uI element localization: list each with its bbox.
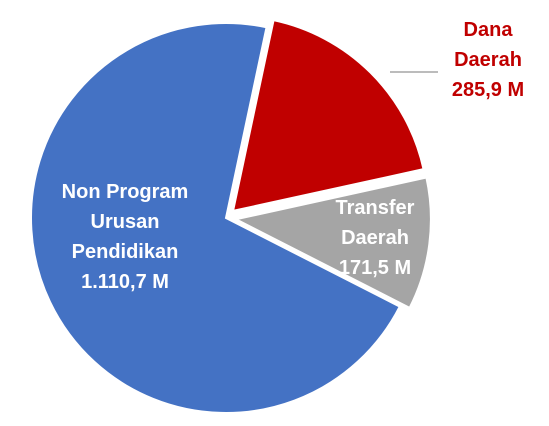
pie-slice — [231, 18, 425, 213]
category-label: Dana Daerah — [454, 19, 522, 71]
category-label: Transfer Daerah — [335, 197, 415, 249]
pie-slice — [232, 176, 432, 310]
category-label: Non Program Urusan Pendidikan — [61, 181, 189, 263]
slice-label: Non Program Urusan Pendidikan 1.110,7 M — [40, 177, 210, 297]
value-label: 171,5 M — [338, 257, 412, 279]
value-label: 285,9 M — [451, 79, 525, 101]
slice-label: Transfer Daerah 171,5 M — [320, 193, 430, 283]
slice-label: Dana Daerah 285,9 M — [438, 15, 538, 105]
value-label: 1.110,7 M — [81, 271, 169, 293]
pie-slice — [30, 22, 402, 414]
